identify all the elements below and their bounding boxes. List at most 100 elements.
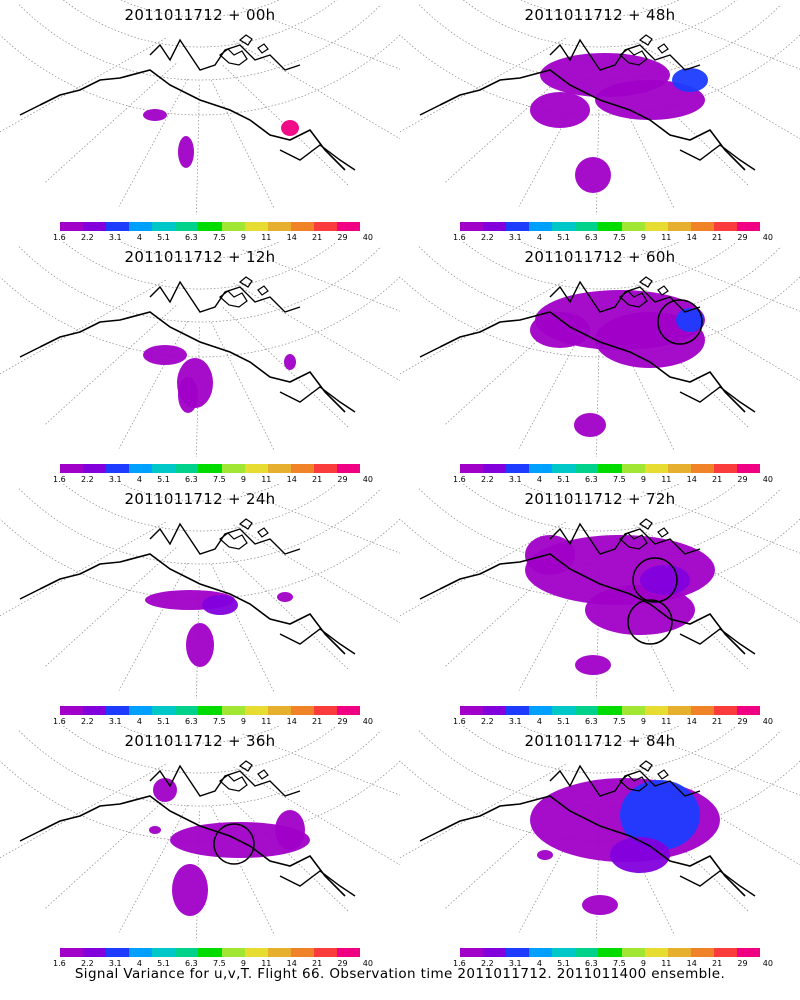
panel-title: 2011011712 + 24h bbox=[124, 490, 276, 508]
polar-map bbox=[400, 484, 800, 699]
map-panel: 2011011712 + 24h 1.6 2.2 3.1 4 5.1 6.3 7.5 9 11 14… bbox=[0, 484, 400, 726]
colorbar-tick-label: 29 bbox=[737, 475, 748, 484]
colorbar-swatch bbox=[106, 464, 130, 473]
map-panel: 2011011712 + 36h 1.6 2.2 3.1 4 5.1 6.3 7.5 9 11 14… bbox=[0, 726, 400, 968]
colorbar-swatch bbox=[506, 706, 530, 715]
colorbar-tick-label: 7.5 bbox=[212, 717, 226, 726]
colorbar-swatch bbox=[575, 948, 599, 957]
colorbar-swatch bbox=[129, 222, 153, 231]
colorbar-swatch bbox=[506, 948, 530, 957]
colorbar-tick-label: 40 bbox=[362, 475, 373, 484]
colorbar-tick-label: 9 bbox=[240, 233, 247, 242]
variance-area bbox=[530, 312, 590, 348]
variance-field bbox=[143, 109, 299, 168]
observation-circle bbox=[657, 299, 703, 345]
colorbar-swatch bbox=[713, 948, 737, 957]
colorbar-tick-label: 4 bbox=[136, 959, 142, 968]
map-panel: 2011011712 + 60h 1.6 2.2 3.1 4 5.1 6.3 7.5 9 11 14… bbox=[400, 242, 800, 484]
colorbar-tick-label: 5.1 bbox=[157, 475, 170, 484]
colorbar-swatch bbox=[552, 222, 576, 231]
colorbar-tick-label: 40 bbox=[362, 959, 373, 968]
observation-circle bbox=[632, 557, 678, 603]
colorbar-tick-label: 3.1 bbox=[508, 959, 522, 968]
colorbar-swatch bbox=[83, 948, 107, 957]
colorbar-tick-label: 29 bbox=[337, 475, 348, 484]
colorbar-tick-label: 21 bbox=[312, 233, 323, 242]
colorbar-tick-label: 21 bbox=[312, 959, 323, 968]
colorbar bbox=[60, 464, 361, 473]
variance-area bbox=[170, 822, 310, 858]
colorbar-swatch bbox=[175, 706, 199, 715]
figure-caption: Signal Variance for u,v,T. Flight 66. Ob… bbox=[74, 966, 726, 982]
colorbar-swatch bbox=[460, 222, 484, 231]
polar-map bbox=[0, 0, 400, 215]
colorbar-swatch bbox=[313, 706, 337, 715]
colorbar-swatch bbox=[290, 706, 314, 715]
colorbar-tick-label: 11 bbox=[661, 717, 672, 726]
variance-field bbox=[143, 345, 296, 413]
colorbar-swatch bbox=[244, 948, 268, 957]
colorbar-labels: 1.6 2.2 3.1 4 5.1 6.3 7.5 9 11 14 21 29 40 bbox=[53, 475, 373, 485]
colorbar-tick-label: 4 bbox=[536, 233, 542, 242]
variance-area bbox=[530, 92, 590, 128]
colorbar-swatch bbox=[106, 948, 130, 957]
colorbar-swatch bbox=[313, 222, 337, 231]
colorbar-tick-label: 7.5 bbox=[612, 959, 626, 968]
graticule bbox=[0, 242, 400, 457]
colorbar-swatch bbox=[736, 222, 761, 231]
panel-title: 2011011712 + 60h bbox=[524, 248, 676, 266]
coastline bbox=[39, 553, 346, 655]
colorbar-tick-label: 9 bbox=[240, 475, 247, 484]
colorbar-swatch bbox=[152, 948, 176, 957]
variance-area bbox=[172, 864, 208, 916]
coastline bbox=[419, 346, 756, 413]
map-panel: 2011011712 + 72h 1.6 2.2 3.1 4 5.1 6.3 7.5 9 11 14… bbox=[400, 484, 800, 726]
colorbar-swatch bbox=[529, 222, 553, 231]
colorbar-tick-label: 11 bbox=[261, 475, 272, 484]
colorbar-swatch bbox=[598, 222, 622, 231]
colorbar-swatch bbox=[713, 706, 737, 715]
colorbar-swatch bbox=[221, 464, 245, 473]
colorbar bbox=[460, 222, 761, 231]
colorbar-tick-label: 3.1 bbox=[508, 717, 522, 726]
panel-title: 2011011712 + 00h bbox=[124, 6, 276, 24]
colorbar-tick-label: 7.5 bbox=[212, 233, 226, 242]
colorbar-tick-label: 2.2 bbox=[480, 475, 494, 484]
colorbar-tick-label: 3.1 bbox=[108, 717, 122, 726]
coastline bbox=[19, 830, 356, 897]
colorbar-swatch bbox=[244, 464, 268, 473]
colorbar-swatch bbox=[460, 464, 484, 473]
colorbar-swatch bbox=[483, 222, 507, 231]
coastline bbox=[439, 795, 746, 897]
colorbar-swatch bbox=[198, 222, 222, 231]
variance-area bbox=[149, 826, 161, 834]
colorbar-tick-label: 4 bbox=[136, 233, 142, 242]
colorbar-tick-label: 6.3 bbox=[185, 233, 198, 242]
coastline bbox=[39, 311, 346, 413]
colorbar-tick-label: 3.1 bbox=[508, 233, 522, 242]
variance-area bbox=[186, 623, 214, 667]
colorbar-swatch bbox=[336, 948, 361, 957]
colorbar-swatch bbox=[290, 948, 314, 957]
colorbar-swatch bbox=[483, 706, 507, 715]
coastline bbox=[19, 588, 356, 655]
colorbar-tick-label: 14 bbox=[686, 959, 697, 968]
colorbar-tick-label: 11 bbox=[661, 475, 672, 484]
variance-area bbox=[676, 308, 704, 332]
colorbar-swatch bbox=[644, 222, 668, 231]
colorbar-tick-label: 2.2 bbox=[80, 959, 94, 968]
colorbar-swatch bbox=[244, 222, 268, 231]
variance-area bbox=[582, 895, 618, 915]
variance-area bbox=[281, 120, 299, 136]
colorbar-tick-label: 14 bbox=[686, 475, 697, 484]
colorbar-swatch bbox=[83, 706, 107, 715]
colorbar-tick-label: 7.5 bbox=[212, 475, 226, 484]
colorbar-swatch bbox=[60, 948, 84, 957]
arctic-islands bbox=[549, 764, 701, 797]
variance-field bbox=[530, 778, 720, 915]
colorbar-swatch bbox=[713, 222, 737, 231]
variance-area bbox=[595, 80, 705, 120]
colorbar-swatch bbox=[83, 464, 107, 473]
observation-circle bbox=[627, 599, 673, 645]
colorbar-tick-label: 1.6 bbox=[453, 233, 466, 242]
